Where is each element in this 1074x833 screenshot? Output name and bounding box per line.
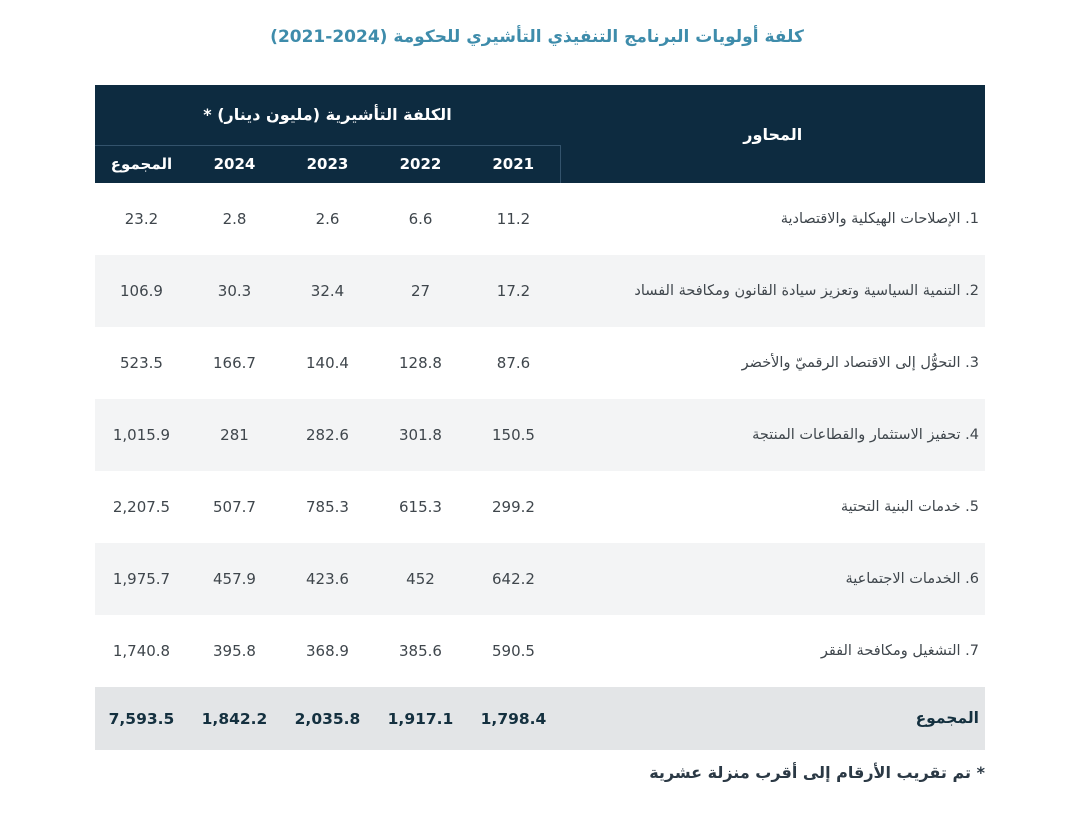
column-header-2023: 2023: [281, 144, 374, 183]
cell-2024: 457.9: [188, 543, 281, 615]
cell-2023: 368.9: [306, 642, 349, 660]
cell-2024: 395.8: [213, 642, 256, 660]
cell-2022: 128.8: [399, 354, 442, 372]
total-cell-2021: 1,798.4: [467, 687, 560, 750]
row-label: 7. التشغيل ومكافحة الفقر: [820, 642, 979, 659]
cell-total: 523.5: [120, 354, 163, 372]
cell-2022: 452: [374, 543, 467, 615]
column-header-cost: الكلفة التأشيرية (مليون دينار) *: [94, 85, 560, 145]
table-header: المحاور الكلفة التأشيرية (مليون دينار) *…: [94, 85, 985, 183]
column-header-2022: 2022: [374, 144, 467, 183]
row-label: 1. الإصلاحات الهيكلية والاقتصادية: [780, 210, 979, 227]
column-header-2024: 2024: [188, 144, 281, 183]
cell-2022: 6.6: [408, 210, 433, 228]
cell-2021: 17.2: [467, 255, 560, 327]
cell-total: 106.9: [94, 255, 188, 327]
cell-2024: 166.7: [213, 354, 256, 372]
table-row-2: 2. التنمية السياسية وتعزيز سيادة القانون…: [94, 255, 985, 327]
cell-2022: 27: [374, 255, 467, 327]
cell-2022: 301.8: [374, 399, 467, 471]
table-row-5: 5. خدمات البنية التحتية 299.2 615.3 785.…: [95, 471, 985, 543]
cell-total: 1,975.7: [94, 543, 188, 615]
cell-2023: 2.6: [315, 210, 340, 228]
column-header-total: المجموع: [94, 144, 188, 183]
table-row-6: 6. الخدمات الاجتماعية 642.2 452 423.6 45…: [94, 543, 985, 615]
cell-2021: 590.5: [492, 642, 535, 660]
column-header-axes: المحاور: [560, 85, 985, 183]
cell-2024: 281: [188, 399, 281, 471]
total-cell-2024: 1,842.2: [188, 687, 281, 750]
table-total-row: المجموع 1,798.4 1,917.1 2,035.8 1,842.2 …: [94, 687, 985, 750]
total-cell-2022: 1,917.1: [374, 687, 467, 750]
cell-2021: 87.6: [496, 354, 531, 372]
cell-2023: 785.3: [306, 498, 349, 516]
table-body: 1. الإصلاحات الهيكلية والاقتصادية 11.2 6…: [94, 183, 985, 750]
cell-2021: 11.2: [496, 210, 531, 228]
table-row-4: 4. تحفيز الاستثمار والقطاعات المنتجة 150…: [94, 399, 985, 471]
cell-total: 2,207.5: [112, 498, 171, 516]
cell-2023: 32.4: [281, 255, 374, 327]
column-header-2021: 2021: [467, 144, 561, 183]
row-label: 2. التنمية السياسية وتعزيز سيادة القانون…: [560, 255, 985, 327]
table-row-3: 3. التحوُّل إلى الاقتصاد الرقميّ والأخضر…: [95, 327, 985, 399]
cell-2024: 507.7: [213, 498, 256, 516]
cell-total: 1,015.9: [94, 399, 188, 471]
table-row-1: 1. الإصلاحات الهيكلية والاقتصادية 11.2 6…: [95, 183, 985, 255]
cell-2021: 150.5: [467, 399, 560, 471]
cost-table-container: المحاور الكلفة التأشيرية (مليون دينار) *…: [94, 85, 985, 750]
cell-2021: 642.2: [467, 543, 560, 615]
table-row-7: 7. التشغيل ومكافحة الفقر 590.5 385.6 368…: [95, 615, 985, 687]
page-title: كلفة أولويات البرنامج التنفيذي التأشيري …: [270, 27, 804, 47]
row-label: 5. خدمات البنية التحتية: [840, 498, 979, 515]
total-cell-total: 7,593.5: [94, 687, 188, 750]
cell-total: 1,740.8: [112, 642, 171, 660]
cell-2024: 2.8: [222, 210, 247, 228]
cell-2023: 140.4: [306, 354, 349, 372]
row-label: 3. التحوُّل إلى الاقتصاد الرقميّ والأخضر: [741, 354, 979, 371]
cell-2022: 385.6: [399, 642, 442, 660]
total-row-label: المجموع: [560, 687, 985, 750]
row-label: 6. الخدمات الاجتماعية: [560, 543, 985, 615]
total-cell-2023: 2,035.8: [281, 687, 374, 750]
footnote: * تم تقريب الأرقام إلى أقرب منزلة عشرية: [649, 763, 985, 782]
cell-2023: 282.6: [281, 399, 374, 471]
cell-2021: 299.2: [492, 498, 535, 516]
cost-table: المحاور الكلفة التأشيرية (مليون دينار) *…: [94, 85, 985, 750]
row-label: 4. تحفيز الاستثمار والقطاعات المنتجة: [560, 399, 985, 471]
cell-2022: 615.3: [399, 498, 442, 516]
cell-2023: 423.6: [281, 543, 374, 615]
cell-total: 23.2: [124, 210, 159, 228]
cell-2024: 30.3: [188, 255, 281, 327]
